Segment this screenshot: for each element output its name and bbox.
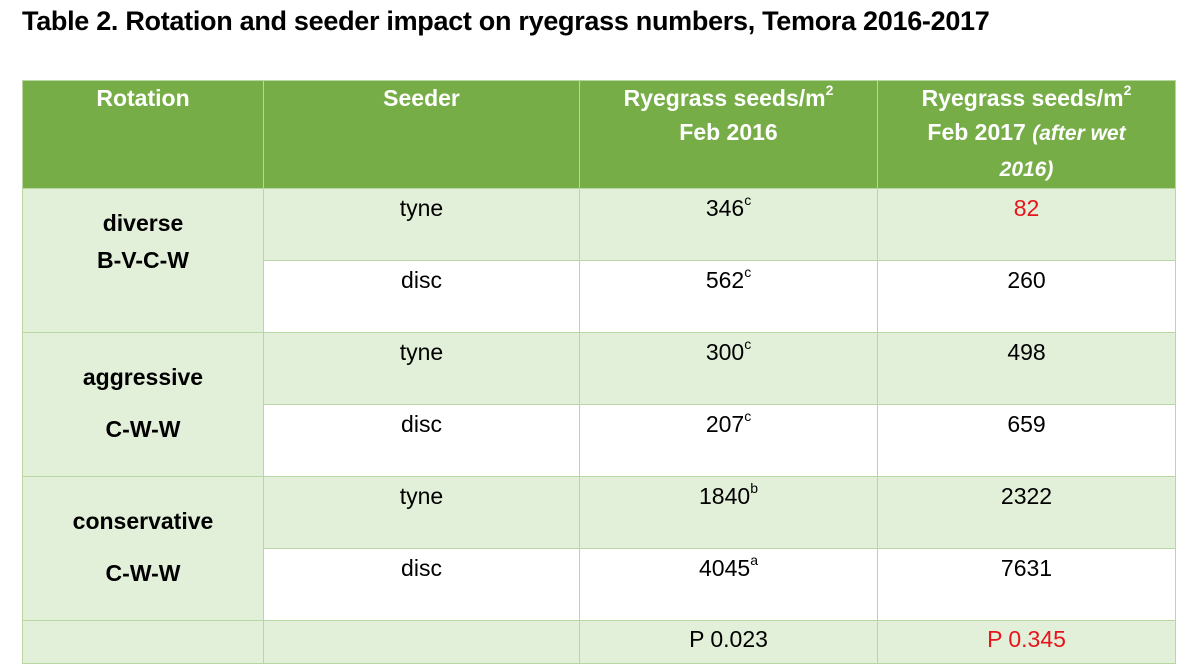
- rotation-name: aggressive: [82, 364, 204, 390]
- rotation-code: C-W-W: [105, 416, 181, 442]
- empty-cell: [263, 620, 580, 664]
- seeder-cell: tyne: [263, 188, 580, 261]
- table-row: disc 4045a 7631: [23, 548, 1176, 621]
- table-row: disc 207c 659: [23, 404, 1176, 477]
- seeder-cell: disc: [263, 548, 580, 621]
- seeder-cell: disc: [263, 260, 580, 333]
- header-feb-2017-line1: Ryegrass seeds/m: [921, 85, 1124, 111]
- table-title: Table 2. Rotation and seeder impact on r…: [22, 6, 990, 36]
- header-feb-2017-line2: Feb 2017: [927, 119, 1026, 145]
- header-feb-2017-sup: 2: [1123, 82, 1132, 99]
- rotation-name: diverse: [102, 210, 184, 236]
- header-feb-2016: Ryegrass seeds/m2 Feb 2016: [579, 80, 878, 189]
- table-row: diverse B-V-C-W tyne 346c 82: [22, 188, 1176, 333]
- p-value-row: P 0.023 P 0.345: [22, 620, 1176, 664]
- header-feb-2016-line2: Feb 2016: [679, 119, 778, 145]
- table-row: aggressive C-W-W tyne 300c 498: [22, 332, 1176, 477]
- header-feb-2017: Ryegrass seeds/m2 Feb 2017 (after wet 20…: [877, 80, 1176, 189]
- rotation-name: conservative: [72, 508, 214, 534]
- header-rotation: Rotation: [22, 80, 264, 189]
- rotation-cell-diverse: diverse B-V-C-W: [22, 188, 264, 333]
- rotation-cell-aggressive: aggressive C-W-W: [22, 332, 264, 477]
- seeder-cell: tyne: [263, 476, 580, 549]
- header-feb-2016-line1: Ryegrass seeds/m: [623, 85, 826, 111]
- header-feb-2016-sup: 2: [825, 82, 834, 99]
- feb2017-cell: 7631: [877, 548, 1176, 621]
- feb2017-cell: 2322: [877, 476, 1176, 549]
- feb2016-cell: 300c: [579, 332, 878, 405]
- header-seeder: Seeder: [263, 80, 580, 189]
- feb2016-cell: 4045a: [579, 548, 878, 621]
- rotation-code: C-W-W: [105, 560, 181, 586]
- p-value-2017: P 0.345: [877, 620, 1176, 664]
- feb2017-cell: 498: [877, 332, 1176, 405]
- feb2016-cell: 1840b: [579, 476, 878, 549]
- feb2016-cell: 562c: [579, 260, 878, 333]
- rotation-code: B-V-C-W: [97, 247, 189, 273]
- seeder-cell: tyne: [263, 332, 580, 405]
- empty-cell: [22, 620, 264, 664]
- feb2016-cell: 346c: [579, 188, 878, 261]
- seeder-cell: disc: [263, 404, 580, 477]
- header-feb-2017-note-b: 2016): [999, 158, 1054, 181]
- table-row: conservative C-W-W tyne 1840b 2322: [22, 476, 1176, 621]
- feb2017-cell: 260: [877, 260, 1176, 333]
- p-value-2016: P 0.023: [579, 620, 878, 664]
- table-row: disc 562c 260: [23, 260, 1176, 333]
- feb2017-cell-highlight: 82: [877, 188, 1176, 261]
- feb2017-cell: 659: [877, 404, 1176, 477]
- ryegrass-table: Rotation Seeder Ryegrass seeds/m2 Feb 20…: [22, 80, 1176, 664]
- header-row: Rotation Seeder Ryegrass seeds/m2 Feb 20…: [22, 80, 1176, 189]
- feb2016-cell: 207c: [579, 404, 878, 477]
- header-feb-2017-note-a: (after wet: [1032, 122, 1126, 145]
- rotation-cell-conservative: conservative C-W-W: [22, 476, 264, 621]
